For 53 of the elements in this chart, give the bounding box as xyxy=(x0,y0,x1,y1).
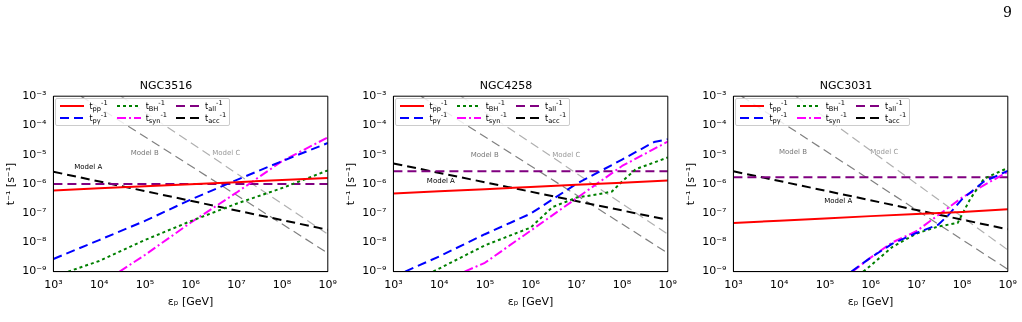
y-tick-label: 10⁻⁵ xyxy=(702,147,727,161)
line-series xyxy=(53,142,328,260)
x-tick-label: 10⁴ xyxy=(769,278,789,292)
x-tick-label: 10⁷ xyxy=(227,278,246,292)
y-axis-title: t⁻¹ [s⁻¹] xyxy=(4,162,18,206)
y-tick-label: 10⁻⁵ xyxy=(362,147,387,161)
x-tick-label: 10⁷ xyxy=(907,278,926,292)
x-tick-label: 10⁹ xyxy=(318,278,338,292)
y-tick-label: 10⁻⁷ xyxy=(22,205,47,219)
y-axis-title: t⁻¹ [s⁻¹] xyxy=(344,162,358,206)
x-tick-label: 10⁸ xyxy=(272,278,292,292)
x-tick-label: 10⁶ xyxy=(181,278,201,292)
x-tick-label: 10⁹ xyxy=(658,278,678,292)
x-tick-label: 10⁶ xyxy=(861,278,881,292)
y-tick-label: 10⁻⁸ xyxy=(702,235,727,249)
x-tick-label: 10⁹ xyxy=(998,278,1018,292)
y-tick-label: 10⁻⁶ xyxy=(702,176,727,190)
y-tick-label: 10⁻⁵ xyxy=(22,147,47,161)
y-tick-label: 10⁻³ xyxy=(362,89,387,103)
y-tick-label: 10⁻⁴ xyxy=(702,118,727,132)
x-tick-label: 10⁷ xyxy=(567,278,586,292)
chart-title: NGC4258 xyxy=(479,79,533,93)
text: 9 xyxy=(1003,4,1012,20)
x-axis-title: εₚ [GeV] xyxy=(847,295,894,309)
y-tick-label: 10⁻⁴ xyxy=(22,118,47,132)
x-tick-label: 10⁸ xyxy=(952,278,972,292)
x-tick-label: 10⁸ xyxy=(612,278,632,292)
y-tick-label: 10⁻⁶ xyxy=(22,176,47,190)
x-tick-label: 10⁵ xyxy=(135,278,155,292)
x-axis-title: εₚ [GeV] xyxy=(507,295,554,309)
x-tick-label: 10³ xyxy=(44,278,63,292)
x-tick-label: 10⁶ xyxy=(521,278,541,292)
y-tick-label: 10⁻⁹ xyxy=(362,264,387,278)
chart-title: NGC3031 xyxy=(819,79,873,93)
x-tick-label: 10³ xyxy=(384,278,403,292)
x-tick-label: 10⁴ xyxy=(429,278,449,292)
x-tick-label: 10³ xyxy=(724,278,743,292)
x-axis-title: εₚ [GeV] xyxy=(167,295,214,309)
chart-title: NGC3516 xyxy=(139,79,193,93)
y-tick-label: 10⁻⁷ xyxy=(702,205,727,219)
y-tick-label: 10⁻⁹ xyxy=(22,264,47,278)
y-axis-title: t⁻¹ [s⁻¹] xyxy=(684,162,698,206)
x-tick-label: 10⁵ xyxy=(815,278,835,292)
y-tick-label: 10⁻⁹ xyxy=(702,264,727,278)
y-tick-label: 10⁻⁴ xyxy=(362,118,387,132)
x-tick-label: 10⁴ xyxy=(89,278,109,292)
y-tick-label: 10⁻⁸ xyxy=(362,235,387,249)
y-tick-label: 10⁻⁸ xyxy=(22,235,47,249)
x-tick-label: 10⁵ xyxy=(475,278,495,292)
y-tick-label: 10⁻⁶ xyxy=(362,176,387,190)
y-tick-label: 10⁻³ xyxy=(702,89,727,103)
y-tick-label: 10⁻⁷ xyxy=(362,205,387,219)
y-tick-label: 10⁻³ xyxy=(22,89,47,103)
